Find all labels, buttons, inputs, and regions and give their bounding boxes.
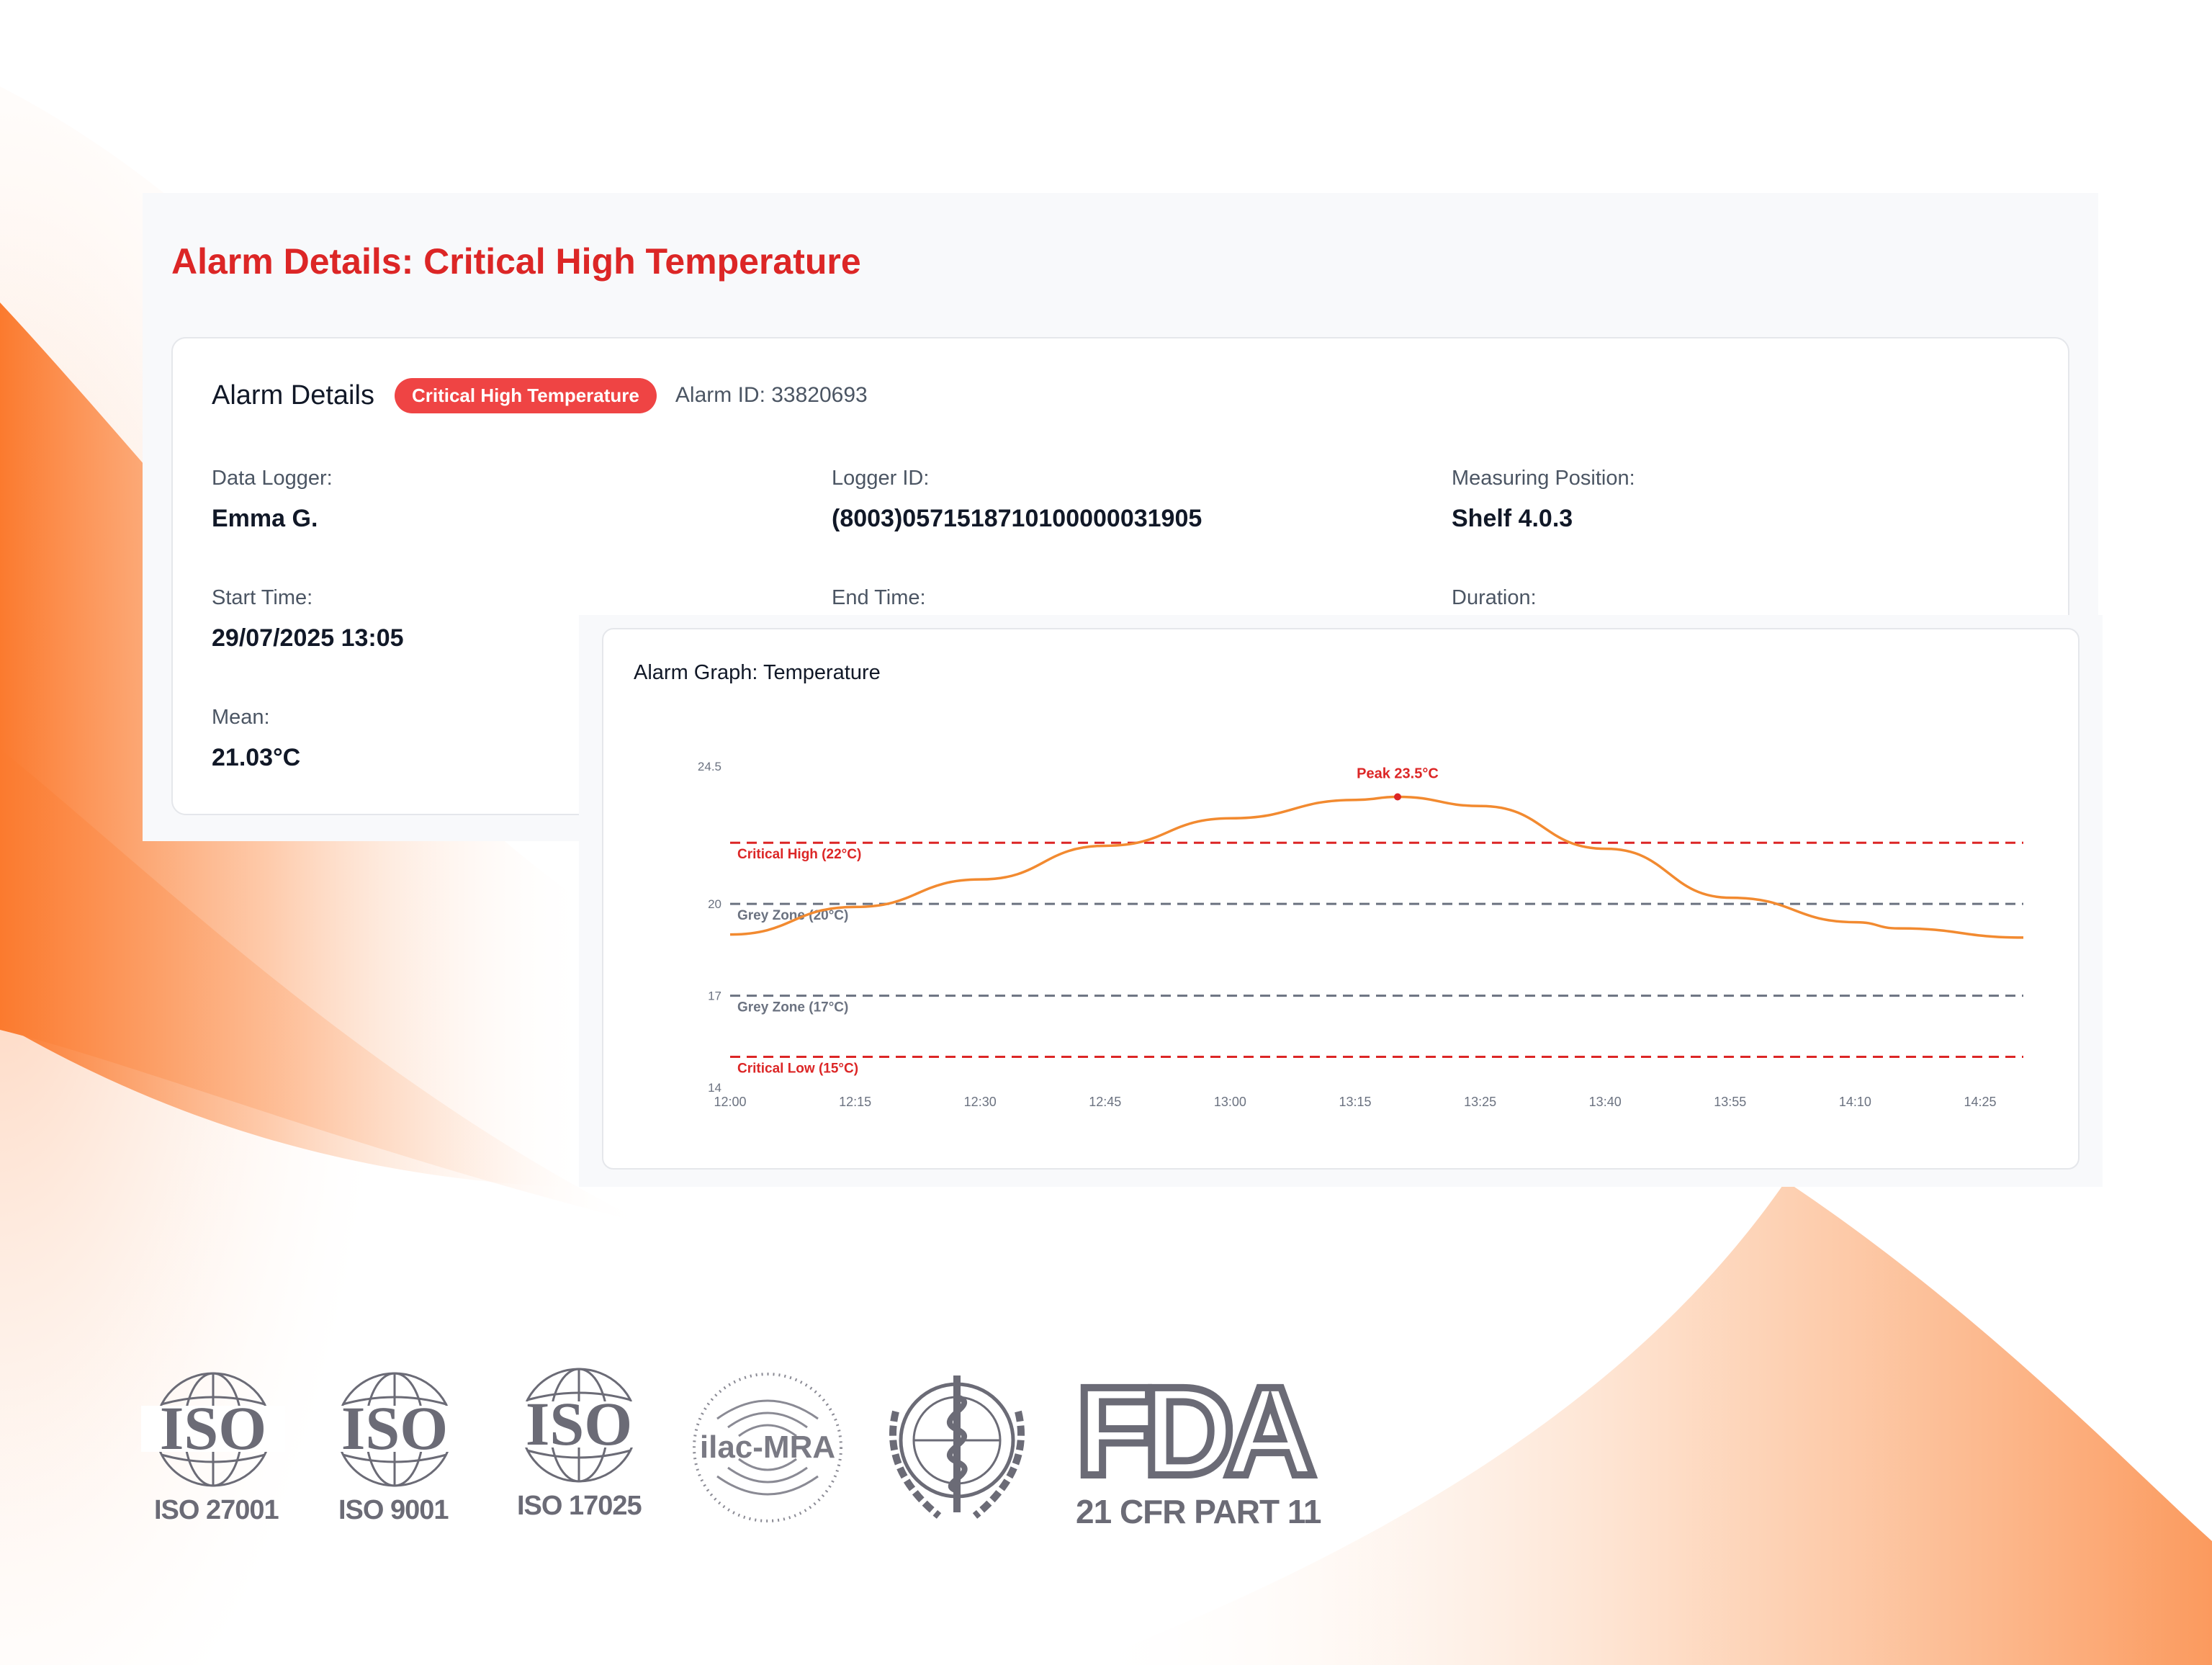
field-measuring-position: Measuring Position: Shelf 4.0.3 — [1452, 467, 1635, 533]
cert-caption: 21 CFR PART 11 — [1076, 1493, 1321, 1530]
svg-text:ilac-MRA: ilac-MRA — [700, 1430, 835, 1465]
svg-text:FDA: FDA — [1076, 1374, 1313, 1482]
y-tick-label: 24.5 — [698, 760, 721, 773]
field-label: Mean: — [212, 706, 270, 729]
certification-logos: ISO ISO 27001 ISO ISO 9001 I — [141, 1357, 1365, 1541]
field-end-time: End Time: — [832, 586, 926, 610]
status-badge: Critical High Temperature — [394, 377, 657, 413]
field-label: Measuring Position: — [1452, 467, 1635, 490]
peak-marker — [1393, 793, 1401, 801]
page-title: Alarm Details: Critical High Temperature — [171, 241, 861, 282]
reference-line-label: Critical Low (15°C) — [737, 1062, 858, 1077]
ilac-mra-icon: ilac-MRA — [693, 1373, 842, 1522]
field-duration: Duration: — [1452, 586, 1537, 610]
field-value: Emma G. — [212, 505, 318, 532]
alarm-id: Alarm ID: 33820693 — [675, 383, 868, 407]
x-tick-label: 12:00 — [714, 1095, 746, 1109]
field-data-logger: Data Logger: Emma G. — [212, 467, 333, 533]
iso-globe-icon: ISO — [323, 1372, 467, 1487]
field-label: Duration: — [1452, 586, 1537, 609]
field-label: End Time: — [832, 586, 926, 609]
fda-logo-icon: FDA — [1072, 1357, 1327, 1506]
svg-text:ISO: ISO — [341, 1394, 448, 1463]
cert-who — [874, 1368, 1040, 1530]
field-value: 29/07/2025 13:05 — [212, 624, 404, 652]
cert-caption: ISO 27001 — [154, 1495, 279, 1525]
x-tick-label: 12:15 — [839, 1095, 871, 1109]
who-emblem-icon — [889, 1375, 1025, 1519]
field-value: Shelf 4.0.3 — [1452, 505, 1573, 532]
x-tick-label: 13:15 — [1339, 1095, 1371, 1109]
reference-line-label: Grey Zone (20°C) — [737, 908, 848, 923]
peak-label: Peak 23.5°C — [1357, 766, 1439, 781]
cert-iso-27001: ISO ISO 27001 — [141, 1368, 285, 1525]
iso-globe-icon: ISO — [141, 1372, 285, 1487]
cert-iso-17025: ISO ISO 17025 — [507, 1364, 651, 1521]
graph-title: Alarm Graph: Temperature — [634, 661, 881, 684]
field-mean: Mean: 21.03°C — [212, 706, 300, 772]
svg-text:ISO: ISO — [526, 1389, 632, 1458]
field-label: Logger ID: — [832, 467, 930, 490]
reference-line-label: Critical High (22°C) — [737, 847, 861, 862]
alarm-graph-card: Alarm Graph: Temperature 24.5 20 17 14 Criti… — [602, 628, 2080, 1170]
x-tick-label: 13:40 — [1589, 1095, 1622, 1109]
reference-line-label: Grey Zone (17°C) — [737, 1000, 848, 1015]
field-logger-id: Logger ID: (8003)0571518710100000031905 — [832, 467, 1202, 533]
field-label: Data Logger: — [212, 467, 333, 490]
x-tick-label: 12:30 — [964, 1095, 997, 1109]
field-value: (8003)0571518710100000031905 — [832, 505, 1202, 532]
field-label: Start Time: — [212, 586, 313, 609]
cert-ilac-mra: ilac-MRA — [688, 1368, 847, 1530]
x-tick-label: 12:45 — [1089, 1095, 1121, 1109]
y-tick-label: 20 — [708, 897, 721, 911]
y-tick-label: 14 — [708, 1081, 721, 1095]
x-tick-label: 13:00 — [1214, 1095, 1246, 1109]
cert-caption: ISO 9001 — [338, 1495, 449, 1525]
field-start-time: Start Time: 29/07/2025 13:05 — [212, 586, 404, 652]
x-tick-label: 14:10 — [1839, 1095, 1871, 1109]
x-tick-label: 13:25 — [1464, 1095, 1496, 1109]
card-header: Alarm Details Critical High Temperature … — [212, 377, 868, 413]
card-title: Alarm Details — [212, 380, 374, 410]
cert-iso-9001: ISO ISO 9001 — [323, 1368, 467, 1525]
y-tick-label: 17 — [708, 989, 721, 1003]
field-value: 21.03°C — [212, 744, 301, 771]
alarm-graph-panel: Alarm Graph: Temperature 24.5 20 17 14 Criti… — [579, 615, 2103, 1187]
temperature-chart: 24.5 20 17 14 Critical High (22°C) Grey Zone … — [698, 760, 2024, 1109]
cert-fda: FDA 21 CFR PART 11 — [1072, 1357, 1335, 1530]
iso-globe-icon: ISO — [507, 1368, 651, 1483]
x-tick-label: 13:55 — [1714, 1095, 1746, 1109]
cert-caption: ISO 17025 — [517, 1491, 642, 1521]
x-tick-label: 14:25 — [1964, 1095, 1996, 1109]
svg-text:ISO: ISO — [160, 1394, 266, 1463]
temperature-series-line — [729, 795, 2024, 939]
